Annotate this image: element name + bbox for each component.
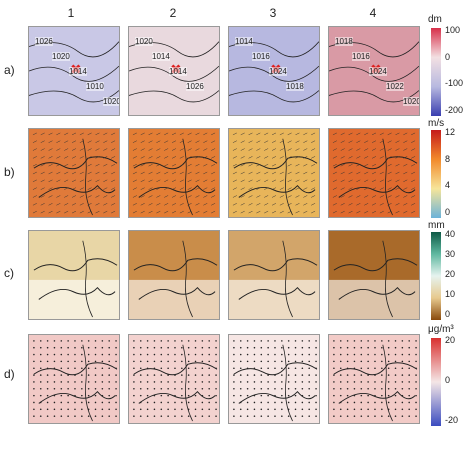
colorbar-tick: 4 <box>445 180 451 191</box>
colorbar-a <box>431 28 441 116</box>
colorbar-tick: 0 <box>445 207 451 217</box>
map-panel-r3-c1 <box>28 230 120 320</box>
contour-label: 1020 <box>403 97 420 106</box>
contour-label: 1010 <box>86 82 104 91</box>
row-label-a: a) <box>4 63 15 77</box>
contour-label: 1014 <box>169 67 187 76</box>
map-panel-r2-c3 <box>228 128 320 218</box>
col-label-2: 2 <box>169 6 177 20</box>
map-panel-r4-c2 <box>128 334 220 424</box>
unit-d: μg/m³ <box>428 324 454 335</box>
colorbar-tick: -200 <box>445 105 464 115</box>
map-panel-r2-c2 <box>128 128 220 218</box>
colorbar-tick: 10 <box>445 289 456 299</box>
col-label-4: 4 <box>369 6 377 20</box>
unit-b: m/s <box>428 118 445 129</box>
colorbar-tick: 20 <box>445 269 456 279</box>
contour-label: 1016 <box>252 52 270 61</box>
colorbar-tick: -100 <box>445 78 464 89</box>
contour-label: 1016 <box>352 52 370 61</box>
contour-label: 1018 <box>286 82 304 91</box>
contour-label: 1018 <box>335 37 353 46</box>
contour-label: 1020 <box>52 52 70 61</box>
contour-label: 1024 <box>269 67 287 76</box>
contour-label: 1014 <box>152 52 170 61</box>
col-label-1: 1 <box>67 6 75 20</box>
contour-label: 1024 <box>369 67 387 76</box>
colorbar-tick: -20 <box>445 415 459 425</box>
colorbar-tick: 0 <box>445 375 451 385</box>
contour-label: 1020 <box>135 37 153 46</box>
contour-label: 1020 <box>103 97 120 106</box>
colorbar-tick: 30 <box>445 249 456 259</box>
unit-c: mm <box>428 220 445 231</box>
row-label-b: b) <box>4 165 15 179</box>
map-panel-r4-c4 <box>328 334 420 424</box>
map-panel-r3-c3 <box>228 230 320 320</box>
map-panel-r3-c2 <box>128 230 220 320</box>
colorbar-tick: 100 <box>445 25 461 35</box>
map-panel-r2-c1 <box>28 128 120 218</box>
colorbar-d <box>431 338 441 426</box>
map-panel-r3-c4 <box>328 230 420 320</box>
colorbar-tick: 0 <box>445 51 451 62</box>
contour-label: 1022 <box>386 82 404 91</box>
colorbar-tick: 20 <box>445 335 456 345</box>
map-panel-r4-c1 <box>28 334 120 424</box>
colorbar-c <box>431 232 441 320</box>
contour-label: 1014 <box>69 67 87 76</box>
colorbar-tick: 8 <box>445 153 451 164</box>
row-label-c: c) <box>4 266 14 280</box>
row-label-d: d) <box>4 367 15 381</box>
contour-label: 1026 <box>35 37 53 46</box>
unit-a: dm <box>428 14 442 25</box>
colorbar-b <box>431 130 441 218</box>
contour-label: 1014 <box>235 37 253 46</box>
map-panel-r4-c3 <box>228 334 320 424</box>
col-label-3: 3 <box>269 6 277 20</box>
map-panel-r2-c4 <box>328 128 420 218</box>
colorbar-tick: 40 <box>445 229 456 239</box>
colorbar-tick: 0 <box>445 309 451 319</box>
colorbar-tick: 12 <box>445 127 456 137</box>
contour-label: 1026 <box>186 82 204 91</box>
